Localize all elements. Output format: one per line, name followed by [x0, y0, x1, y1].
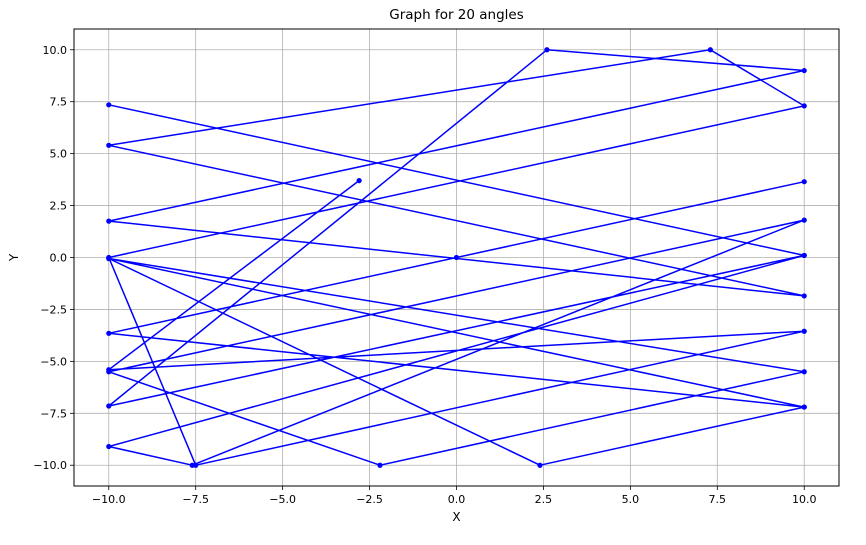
data-point: [537, 462, 543, 468]
y-tick-label: 10.0: [43, 44, 68, 57]
data-point: [106, 330, 112, 336]
data-point: [707, 47, 713, 53]
x-axis-ticks: −10.0 −7.5 −5.0 −2.5 0.0 2.5 5.0 7.5 10.0: [92, 486, 817, 506]
data-point: [801, 404, 807, 410]
x-tick-label: −10.0: [92, 493, 126, 506]
data-point: [193, 462, 199, 468]
y-tick-label: 0.0: [50, 252, 68, 265]
data-point: [801, 293, 807, 299]
y-tick-label: 7.5: [50, 96, 68, 109]
data-point: [106, 403, 112, 409]
y-axis-label: Y: [7, 253, 21, 262]
chart-title: Graph for 20 angles: [389, 7, 524, 23]
x-tick-label: −5.0: [269, 493, 296, 506]
y-tick-label: −7.5: [40, 407, 67, 420]
data-point: [106, 254, 112, 261]
data-point: [801, 369, 807, 375]
series-polyline: [108, 49, 805, 466]
data-point: [106, 102, 112, 108]
data-point: [801, 252, 807, 259]
y-axis-ticks: −10.0 −7.5 −5.0 −2.5 0.0 2.5 5.0 7.5 10.0: [33, 44, 74, 472]
x-tick-label: 7.5: [709, 493, 727, 506]
series-markers: [106, 47, 807, 468]
x-tick-label: −7.5: [182, 493, 209, 506]
data-point: [106, 443, 112, 450]
data-point: [356, 178, 362, 184]
x-tick-label: −2.5: [356, 493, 383, 506]
x-tick-label: 2.5: [535, 493, 553, 506]
data-point: [801, 179, 807, 185]
y-tick-label: 2.5: [50, 200, 68, 213]
data-point: [106, 218, 112, 224]
x-tick-label: 10.0: [792, 493, 817, 506]
x-axis-label: X: [452, 510, 460, 524]
data-point: [801, 103, 807, 109]
x-tick-label: 5.0: [622, 493, 640, 506]
data-point: [801, 67, 807, 74]
data-point: [544, 47, 550, 53]
data-point: [106, 367, 112, 373]
data-point: [453, 254, 460, 261]
data-point: [801, 328, 807, 334]
x-tick-label: 0.0: [448, 493, 466, 506]
y-tick-label: −10.0: [33, 459, 67, 472]
y-tick-label: −2.5: [40, 303, 67, 316]
data-point: [377, 462, 383, 468]
data-point: [106, 142, 112, 148]
series-line: [108, 49, 805, 466]
data-point: [801, 217, 807, 223]
y-tick-label: 5.0: [50, 148, 68, 161]
y-tick-label: −5.0: [40, 355, 67, 368]
